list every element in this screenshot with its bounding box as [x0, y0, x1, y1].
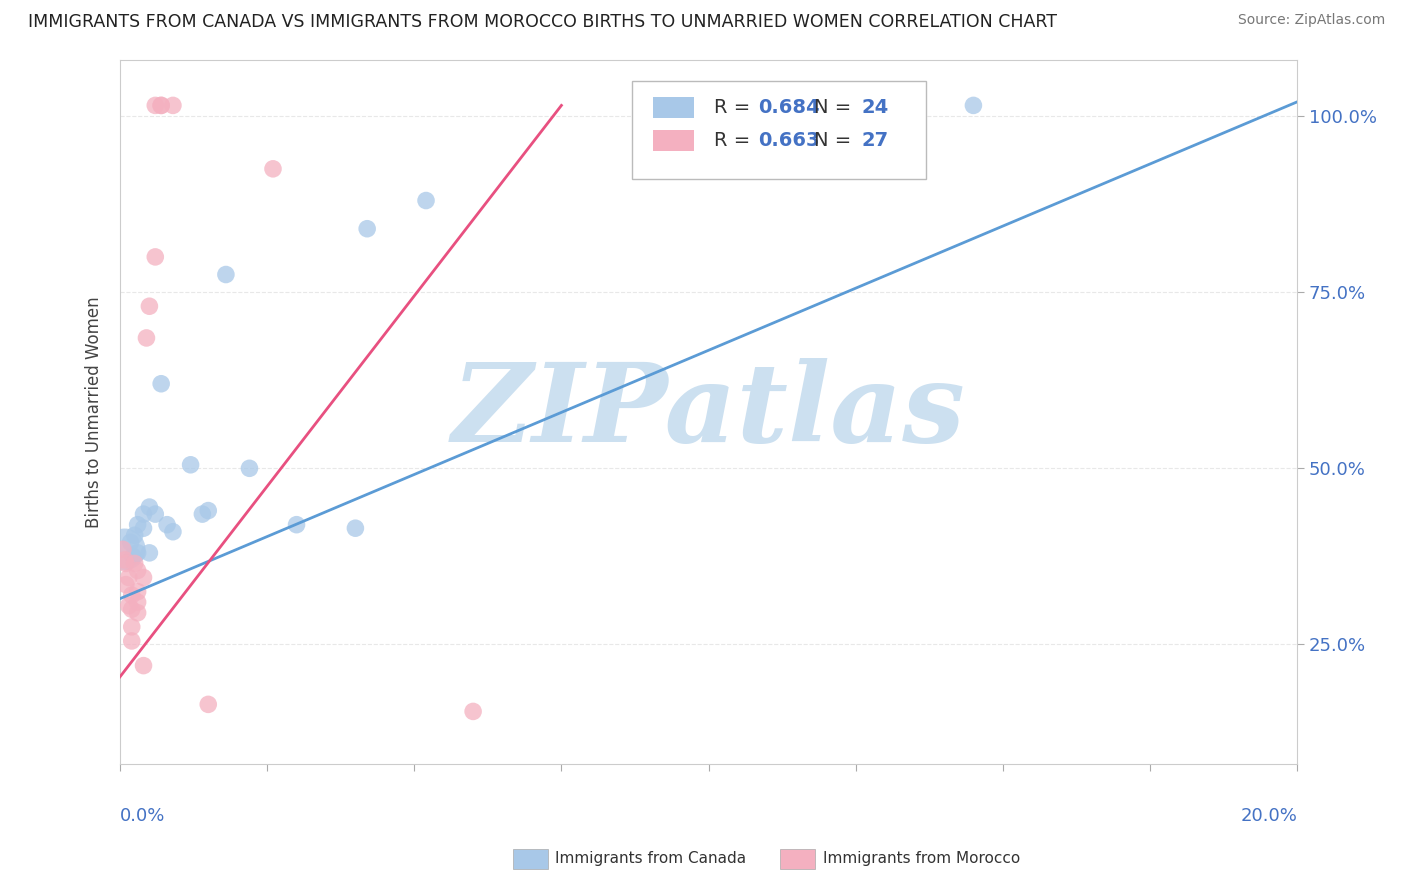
Point: [120, 535, 142, 549]
Text: ZIPatlas: ZIPatlas: [451, 359, 966, 466]
Point: [124, 557, 146, 571]
Point: [415, 194, 437, 208]
Point: [143, 98, 166, 112]
FancyBboxPatch shape: [654, 130, 695, 152]
Text: 27: 27: [862, 131, 889, 150]
Text: R =: R =: [714, 98, 756, 117]
Point: [238, 461, 260, 475]
Text: N =: N =: [814, 98, 858, 117]
Point: [461, 705, 484, 719]
Point: [111, 542, 134, 557]
Text: N =: N =: [814, 131, 858, 150]
Point: [124, 528, 146, 542]
Point: [132, 521, 155, 535]
Point: [132, 570, 155, 584]
Point: [156, 517, 179, 532]
Point: [114, 542, 136, 557]
Point: [344, 521, 367, 535]
Text: IMMIGRANTS FROM CANADA VS IMMIGRANTS FROM MOROCCO BIRTHS TO UNMARRIED WOMEN CORR: IMMIGRANTS FROM CANADA VS IMMIGRANTS FRO…: [28, 13, 1057, 31]
Point: [285, 517, 308, 532]
Point: [180, 458, 202, 472]
Point: [122, 549, 145, 564]
Point: [197, 698, 219, 712]
Point: [118, 599, 141, 613]
FancyBboxPatch shape: [633, 81, 927, 179]
Text: 0.684: 0.684: [758, 98, 820, 117]
Text: 0.663: 0.663: [758, 131, 820, 150]
Text: 24: 24: [862, 98, 889, 117]
Point: [127, 546, 149, 560]
Text: 0.0%: 0.0%: [120, 806, 166, 824]
Text: Immigrants from Morocco: Immigrants from Morocco: [823, 851, 1019, 865]
Point: [138, 500, 160, 514]
Point: [118, 570, 141, 584]
Point: [132, 507, 155, 521]
Y-axis label: Births to Unmarried Women: Births to Unmarried Women: [86, 296, 103, 528]
Text: R =: R =: [714, 131, 756, 150]
Point: [127, 606, 149, 620]
Point: [114, 553, 136, 567]
Point: [121, 634, 143, 648]
Point: [962, 98, 984, 112]
Point: [150, 98, 173, 112]
Point: [127, 564, 149, 578]
Text: Source: ZipAtlas.com: Source: ZipAtlas.com: [1237, 13, 1385, 28]
Point: [262, 161, 284, 176]
Point: [121, 620, 143, 634]
Point: [132, 658, 155, 673]
Point: [121, 588, 143, 602]
Point: [215, 268, 238, 282]
Point: [143, 250, 166, 264]
Point: [356, 221, 378, 235]
Point: [150, 98, 173, 112]
Point: [138, 546, 160, 560]
FancyBboxPatch shape: [654, 97, 695, 118]
Point: [191, 507, 214, 521]
Point: [135, 331, 157, 345]
Point: [127, 584, 149, 599]
Point: [127, 595, 149, 609]
Point: [150, 376, 173, 391]
Point: [121, 602, 143, 616]
Point: [162, 98, 184, 112]
Point: [143, 507, 166, 521]
Point: [127, 517, 149, 532]
Text: 20.0%: 20.0%: [1240, 806, 1298, 824]
Point: [786, 102, 808, 116]
Text: Immigrants from Canada: Immigrants from Canada: [555, 851, 747, 865]
Point: [115, 577, 138, 591]
Point: [162, 524, 184, 539]
Point: [197, 503, 219, 517]
Point: [138, 299, 160, 313]
Point: [115, 557, 138, 571]
